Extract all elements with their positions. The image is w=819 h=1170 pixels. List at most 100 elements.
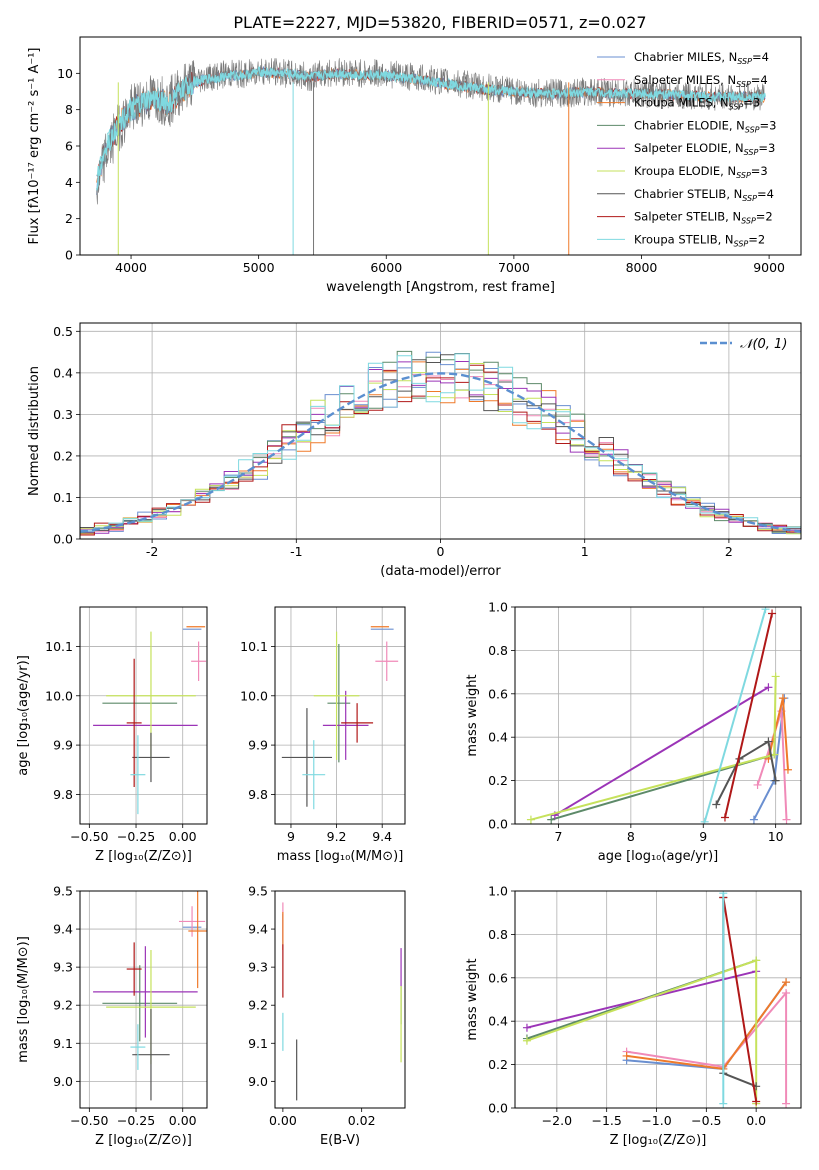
y-tick-label: 9.9 bbox=[248, 738, 268, 753]
weight-marker bbox=[768, 609, 777, 618]
y-tick-label: 9.1 bbox=[53, 1036, 73, 1051]
plot-area bbox=[526, 607, 792, 824]
x-tick-label: 2 bbox=[725, 544, 733, 559]
y-tick-label: 0.8 bbox=[488, 927, 508, 942]
y-tick-label: 0.0 bbox=[488, 817, 508, 832]
x-axis-label: age [log₁₀(age/yr)] bbox=[598, 849, 719, 864]
weight-marker bbox=[622, 1051, 631, 1060]
weight-marker bbox=[719, 1099, 728, 1108]
weight-marker bbox=[778, 694, 787, 703]
legend-label: Kroupa MILES, NSSP=3 bbox=[634, 96, 760, 112]
weight-line bbox=[526, 958, 758, 1104]
y-tick-label: 1.0 bbox=[488, 600, 508, 615]
y-tick-label: 10.0 bbox=[45, 688, 73, 703]
panel-residuals: 𝒩(0, 1) -2 -1 0 1 2 0.0 0.1 0.2 0.3 0.4 0.5 (data-mo… bbox=[27, 322, 802, 579]
y-tick-label: 0.8 bbox=[488, 643, 508, 658]
histogram-steps bbox=[80, 353, 801, 532]
x-tick-label: 8000 bbox=[626, 260, 658, 275]
legend-label: Salpeter STELIB, NSSP=2 bbox=[634, 210, 773, 226]
y-tick-label: 10.0 bbox=[240, 688, 268, 703]
x-tick-label: −1.0 bbox=[641, 1113, 671, 1128]
y-tick-label: 10.1 bbox=[45, 639, 73, 654]
panel-mass_vs_Z: −0.50 −0.25 0.00 9.0 9.1 9.2 9.3 9.4 9.5 Z [log₁₀… bbox=[16, 884, 208, 1148]
weight-marker bbox=[752, 1097, 761, 1106]
panel-weight_vs_age: 7 8 9 10 0.0 0.2 0.4 0.6 0.8 1.0 age [log₁₀(age/yr… bbox=[465, 600, 802, 864]
y-tick-label: 0.0 bbox=[488, 1101, 508, 1116]
weight-marker bbox=[720, 813, 729, 822]
x-axis-label: Z [log₁₀(Z/Z⊙)] bbox=[95, 849, 192, 864]
x-tick-label: 4000 bbox=[115, 260, 147, 275]
axes-frame bbox=[514, 890, 802, 1109]
y-tick-label: 9.2 bbox=[53, 998, 73, 1013]
y-tick-label: 0.2 bbox=[488, 1057, 508, 1072]
y-tick-label: 9.2 bbox=[248, 998, 268, 1013]
x-tick-label: 9.4 bbox=[372, 829, 392, 844]
weight-marker bbox=[771, 776, 780, 785]
x-tick-label: −1.5 bbox=[591, 1113, 621, 1128]
axes-frame bbox=[514, 606, 802, 825]
histogram-steps bbox=[80, 353, 801, 532]
x-tick-label: −0.50 bbox=[70, 829, 108, 844]
x-tick-label: 6000 bbox=[370, 260, 402, 275]
x-tick-label: 9 bbox=[699, 829, 707, 844]
y-tick-label: 0.1 bbox=[53, 490, 73, 505]
y-axis-label: mass weight bbox=[465, 958, 480, 1040]
weight-marker bbox=[753, 780, 762, 789]
x-tick-label: 10 bbox=[768, 829, 784, 844]
plot-area bbox=[80, 350, 801, 536]
y-tick-label: 4 bbox=[65, 175, 73, 190]
y-axis-label: Flux [fλ10⁻¹⁷ erg cm⁻² s⁻¹ A⁻¹] bbox=[27, 48, 42, 245]
y-tick-label: 0.5 bbox=[53, 324, 73, 339]
x-axis-label: E(B-V) bbox=[320, 1133, 360, 1148]
y-axis-label: mass weight bbox=[465, 674, 480, 756]
x-tick-label: −0.25 bbox=[117, 1113, 155, 1128]
panel-age_vs_Z: −0.50 −0.25 0.00 9.8 9.9 10.0 10.1 Z [log₁₀(Z/Z… bbox=[16, 606, 208, 864]
weight-line bbox=[530, 676, 777, 821]
y-tick-label: 6 bbox=[65, 139, 73, 154]
y-tick-label: 9.4 bbox=[53, 922, 73, 937]
x-tick-label: 0 bbox=[437, 544, 445, 559]
y-axis-label: mass [log₁₀(M/M⊙)] bbox=[16, 936, 31, 1063]
x-tick-label: −0.5 bbox=[691, 1113, 721, 1128]
panel-spectrum: Chabrier MILES, NSSP=4 Salpeter MILES, NS… bbox=[27, 36, 802, 295]
x-tick-label: -1 bbox=[290, 544, 302, 559]
plot-area bbox=[282, 902, 402, 1101]
legend-label: Kroupa ELODIE, NSSP=3 bbox=[634, 164, 768, 180]
x-tick-label: −0.25 bbox=[117, 829, 155, 844]
weight-marker bbox=[700, 817, 709, 824]
x-tick-label: −0.50 bbox=[70, 1113, 108, 1128]
x-tick-label: -2 bbox=[146, 544, 158, 559]
weight-marker bbox=[749, 815, 758, 824]
legend-label: 𝒩(0, 1) bbox=[740, 337, 787, 352]
x-axis-label: (data-model)/error bbox=[380, 564, 501, 579]
y-tick-label: 9.1 bbox=[248, 1036, 268, 1051]
y-tick-label: 10.1 bbox=[240, 639, 268, 654]
weight-marker bbox=[547, 815, 556, 824]
x-axis-label: wavelength [Angstrom, rest frame] bbox=[326, 280, 555, 295]
y-tick-label: 10 bbox=[57, 66, 73, 81]
weight-marker bbox=[771, 672, 780, 681]
y-tick-label: 0.2 bbox=[488, 773, 508, 788]
weight-marker bbox=[782, 1099, 791, 1108]
legend: Chabrier MILES, NSSP=4 Salpeter MILES, NS… bbox=[597, 50, 776, 248]
x-axis-label: mass [log₁₀(M/M⊙)] bbox=[277, 849, 404, 864]
weight-line bbox=[715, 739, 777, 805]
y-tick-label: 2 bbox=[65, 211, 73, 226]
y-tick-label: 0.4 bbox=[488, 730, 508, 745]
x-tick-label: 9000 bbox=[753, 260, 785, 275]
legend-label: Kroupa STELIB, NSSP=2 bbox=[634, 232, 765, 248]
x-tick-label: 7000 bbox=[498, 260, 530, 275]
y-tick-label: 9.3 bbox=[53, 960, 73, 975]
weight-marker bbox=[752, 956, 761, 965]
x-tick-label: 0.00 bbox=[169, 829, 197, 844]
y-tick-label: 0 bbox=[65, 248, 73, 263]
weight-marker bbox=[522, 1023, 531, 1032]
weight-marker bbox=[712, 800, 721, 809]
weight-marker bbox=[782, 815, 791, 824]
x-tick-label: 0.0 bbox=[746, 1113, 766, 1128]
panel-mass_vs_EBV: 0.00 0.02 9.0 9.1 9.2 9.3 9.4 9.5 E(B-V) bbox=[248, 884, 406, 1148]
y-tick-label: 9.9 bbox=[53, 738, 73, 753]
legend-label: Chabrier ELODIE, NSSP=3 bbox=[634, 118, 776, 134]
y-tick-label: 9.0 bbox=[248, 1074, 268, 1089]
model-spectrum-line bbox=[95, 66, 766, 191]
